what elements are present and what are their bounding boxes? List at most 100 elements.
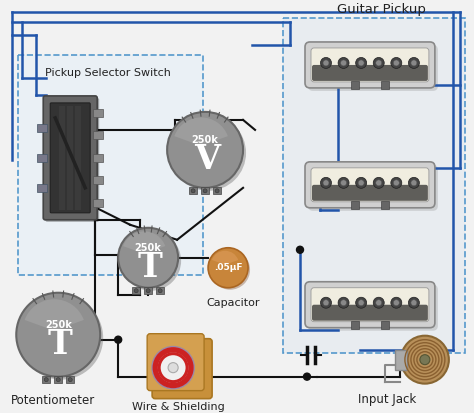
Bar — [93, 199, 103, 207]
Circle shape — [121, 231, 181, 291]
FancyBboxPatch shape — [283, 18, 465, 353]
Circle shape — [401, 336, 449, 384]
Circle shape — [358, 180, 364, 186]
Circle shape — [358, 300, 364, 306]
FancyBboxPatch shape — [305, 42, 435, 88]
Text: Input Jack: Input Jack — [358, 393, 416, 406]
Bar — [351, 321, 359, 329]
FancyBboxPatch shape — [147, 334, 204, 391]
FancyBboxPatch shape — [50, 103, 90, 213]
Text: 250k: 250k — [191, 135, 219, 145]
Circle shape — [208, 248, 248, 288]
Circle shape — [320, 297, 331, 308]
FancyBboxPatch shape — [311, 168, 429, 202]
Circle shape — [118, 228, 178, 288]
Circle shape — [373, 57, 384, 69]
Circle shape — [338, 57, 349, 69]
Circle shape — [297, 246, 303, 253]
Text: T: T — [138, 251, 163, 284]
Bar — [156, 287, 164, 294]
Circle shape — [393, 60, 399, 66]
Circle shape — [393, 180, 399, 186]
Text: .05μF: .05μF — [214, 263, 242, 272]
FancyBboxPatch shape — [43, 96, 97, 220]
Bar — [201, 187, 209, 194]
Wedge shape — [123, 231, 165, 254]
Circle shape — [146, 289, 150, 293]
Circle shape — [210, 250, 250, 290]
Circle shape — [170, 115, 246, 191]
Bar — [93, 176, 103, 184]
Bar — [93, 131, 103, 139]
Bar — [213, 187, 221, 194]
Bar — [66, 376, 74, 383]
Text: Guitar Pickup: Guitar Pickup — [337, 3, 427, 17]
Circle shape — [393, 300, 399, 306]
Text: V: V — [194, 143, 220, 176]
Circle shape — [68, 377, 72, 382]
Circle shape — [358, 60, 364, 66]
Circle shape — [191, 189, 195, 193]
FancyBboxPatch shape — [312, 185, 428, 201]
Circle shape — [376, 60, 382, 66]
FancyBboxPatch shape — [308, 165, 438, 211]
Circle shape — [203, 189, 207, 193]
Circle shape — [215, 189, 219, 193]
FancyBboxPatch shape — [305, 282, 435, 328]
Wedge shape — [212, 251, 238, 265]
Circle shape — [341, 300, 346, 306]
Wedge shape — [174, 117, 228, 146]
Circle shape — [303, 373, 310, 380]
Bar — [144, 287, 152, 294]
Circle shape — [411, 300, 417, 306]
FancyBboxPatch shape — [152, 339, 212, 399]
Circle shape — [411, 60, 417, 66]
Circle shape — [411, 180, 417, 186]
Circle shape — [44, 377, 48, 382]
Circle shape — [56, 377, 60, 382]
Circle shape — [373, 297, 384, 308]
FancyBboxPatch shape — [312, 65, 428, 81]
Text: 250k: 250k — [45, 320, 72, 330]
Circle shape — [356, 177, 367, 188]
Circle shape — [167, 112, 243, 188]
Bar — [381, 321, 389, 329]
Bar — [381, 201, 389, 209]
FancyBboxPatch shape — [311, 48, 429, 82]
FancyBboxPatch shape — [305, 162, 435, 208]
Text: Wire & Shielding: Wire & Shielding — [132, 401, 225, 412]
Circle shape — [409, 297, 419, 308]
Bar — [351, 81, 359, 89]
Circle shape — [420, 355, 430, 365]
Circle shape — [320, 177, 331, 188]
Bar — [37, 184, 47, 192]
Circle shape — [391, 57, 402, 69]
Circle shape — [134, 289, 138, 293]
Circle shape — [391, 177, 402, 188]
Text: Capacitor: Capacitor — [206, 298, 260, 308]
Bar — [381, 81, 389, 89]
Wedge shape — [25, 299, 84, 331]
Circle shape — [341, 180, 346, 186]
Circle shape — [376, 180, 382, 186]
Bar — [93, 154, 103, 162]
FancyBboxPatch shape — [312, 305, 428, 321]
Bar — [132, 287, 140, 294]
FancyBboxPatch shape — [308, 285, 438, 331]
Text: T: T — [48, 328, 73, 361]
Circle shape — [373, 177, 384, 188]
Circle shape — [409, 177, 419, 188]
Circle shape — [338, 177, 349, 188]
Bar — [59, 106, 65, 210]
Circle shape — [152, 347, 194, 389]
Circle shape — [341, 60, 346, 66]
Circle shape — [409, 57, 419, 69]
Circle shape — [391, 297, 402, 308]
Circle shape — [320, 57, 331, 69]
FancyBboxPatch shape — [308, 45, 438, 91]
Bar — [37, 154, 47, 162]
FancyBboxPatch shape — [311, 288, 429, 322]
Bar — [93, 109, 103, 117]
Circle shape — [356, 57, 367, 69]
Circle shape — [323, 180, 329, 186]
